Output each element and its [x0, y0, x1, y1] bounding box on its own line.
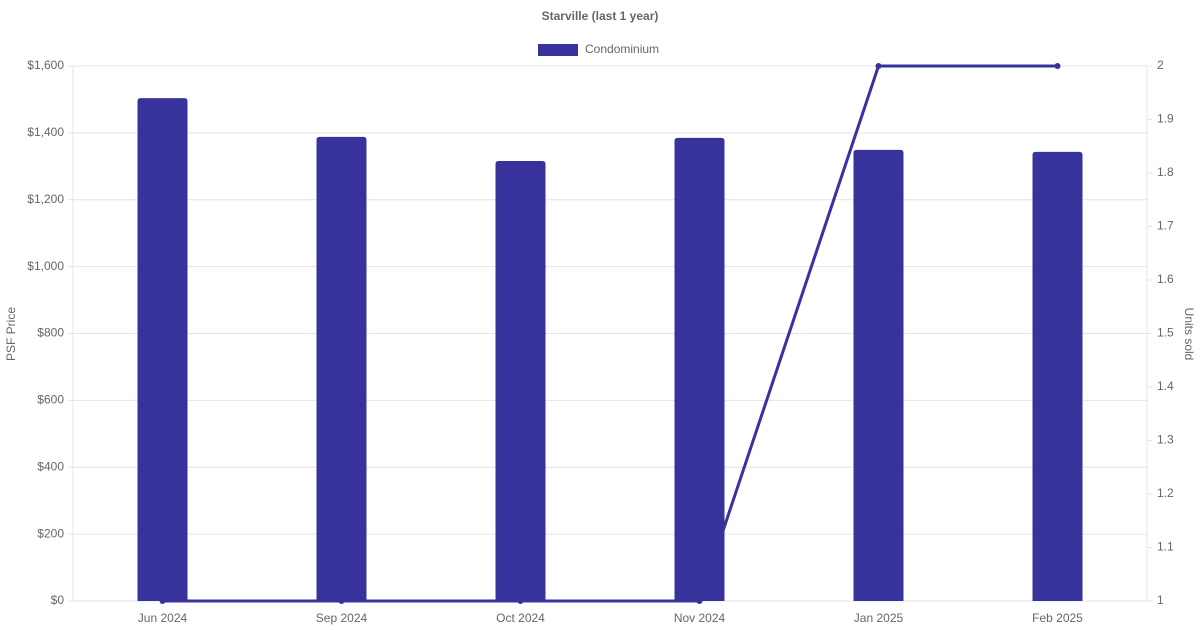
bar: [853, 149, 904, 601]
x-tick-label: Sep 2024: [316, 611, 368, 625]
legend-label: Condominium: [585, 42, 659, 56]
y2-tick-label: 1.5: [1157, 326, 1174, 340]
y2-tick-label: 1.8: [1157, 165, 1174, 179]
line-point: [1054, 63, 1061, 69]
y2-tick-label: 1.4: [1157, 379, 1174, 393]
y-tick-label: $1,200: [27, 192, 64, 206]
y2-tick-label: 1.9: [1157, 112, 1174, 126]
y-tick-label: $1,000: [27, 259, 64, 273]
y-tick-label: $800: [37, 326, 64, 340]
y-tick-label: $400: [37, 459, 64, 473]
chart-title: Starville (last 1 year): [542, 9, 659, 23]
x-tick-label: Feb 2025: [1032, 611, 1083, 625]
y-tick-label: $600: [37, 393, 64, 407]
x-tick-label: Jan 2025: [854, 611, 904, 625]
y2-tick-label: 1.2: [1157, 486, 1174, 500]
line-point: [159, 598, 166, 604]
y2-tick-label: 1.3: [1157, 433, 1174, 447]
bar: [674, 137, 725, 601]
bar: [316, 136, 367, 601]
bar: [1032, 151, 1083, 601]
y2-tick-label: 2: [1157, 58, 1164, 72]
legend-swatch: [538, 44, 578, 56]
y-tick-label: $1,600: [27, 58, 64, 72]
y2-axis-title: Units sold: [1182, 308, 1196, 361]
line: [162, 64, 1058, 603]
x-tick-label: Jun 2024: [138, 611, 188, 625]
line-point: [338, 598, 345, 604]
y2-tick-label: 1.6: [1157, 272, 1174, 286]
line-point: [517, 598, 524, 604]
y2-tick-label: 1: [1157, 593, 1164, 607]
y-axis-title: PSF Price: [4, 307, 18, 361]
bar: [137, 98, 188, 601]
y-tick-label: $1,400: [27, 125, 64, 139]
x-tick-label: Oct 2024: [496, 611, 545, 625]
line-point: [696, 598, 703, 604]
y-tick-label: $200: [37, 526, 64, 540]
y-tick-label: $0: [51, 593, 65, 607]
line-point: [875, 63, 882, 69]
y2-tick-label: 1.7: [1157, 219, 1174, 233]
x-tick-label: Nov 2024: [674, 611, 726, 625]
y2-tick-label: 1.1: [1157, 540, 1174, 554]
bar: [495, 160, 546, 601]
